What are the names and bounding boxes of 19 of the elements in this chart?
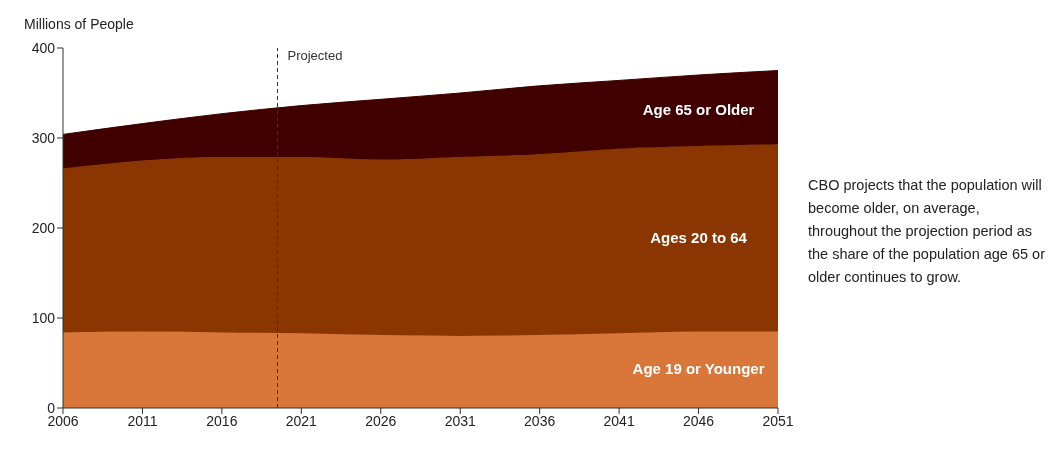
x-tick-label: 2041: [603, 412, 635, 429]
y-tick-label: 100: [31, 309, 56, 326]
series-label: Ages 20 to 64: [649, 228, 748, 246]
x-tick-label: 2051: [762, 412, 794, 429]
x-tick-label: 2046: [682, 412, 715, 429]
y-tick-label: 300: [31, 129, 56, 146]
x-tick-label: 2031: [444, 412, 476, 429]
text: CBO projects that the population will become older, on average, throughout the projection period as the share of the population age 65 or older continues to grow.: [808, 176, 1046, 287]
x-tick-label: 2026: [365, 412, 397, 429]
x-tick-label: 2036: [524, 412, 556, 429]
x-tick-label: 2016: [206, 412, 238, 429]
y-axis-title: Millions of People: [24, 16, 134, 32]
series-label: Age 19 or Younger: [631, 359, 766, 377]
x-tick-label: 2011: [127, 412, 158, 429]
ref-line-label: Projected: [287, 48, 343, 63]
y-tick-label: 400: [31, 39, 56, 56]
y-tick-label: 200: [31, 219, 56, 236]
x-tick-label: 2021: [285, 412, 318, 429]
series-label: Age 65 or Older: [641, 100, 756, 118]
